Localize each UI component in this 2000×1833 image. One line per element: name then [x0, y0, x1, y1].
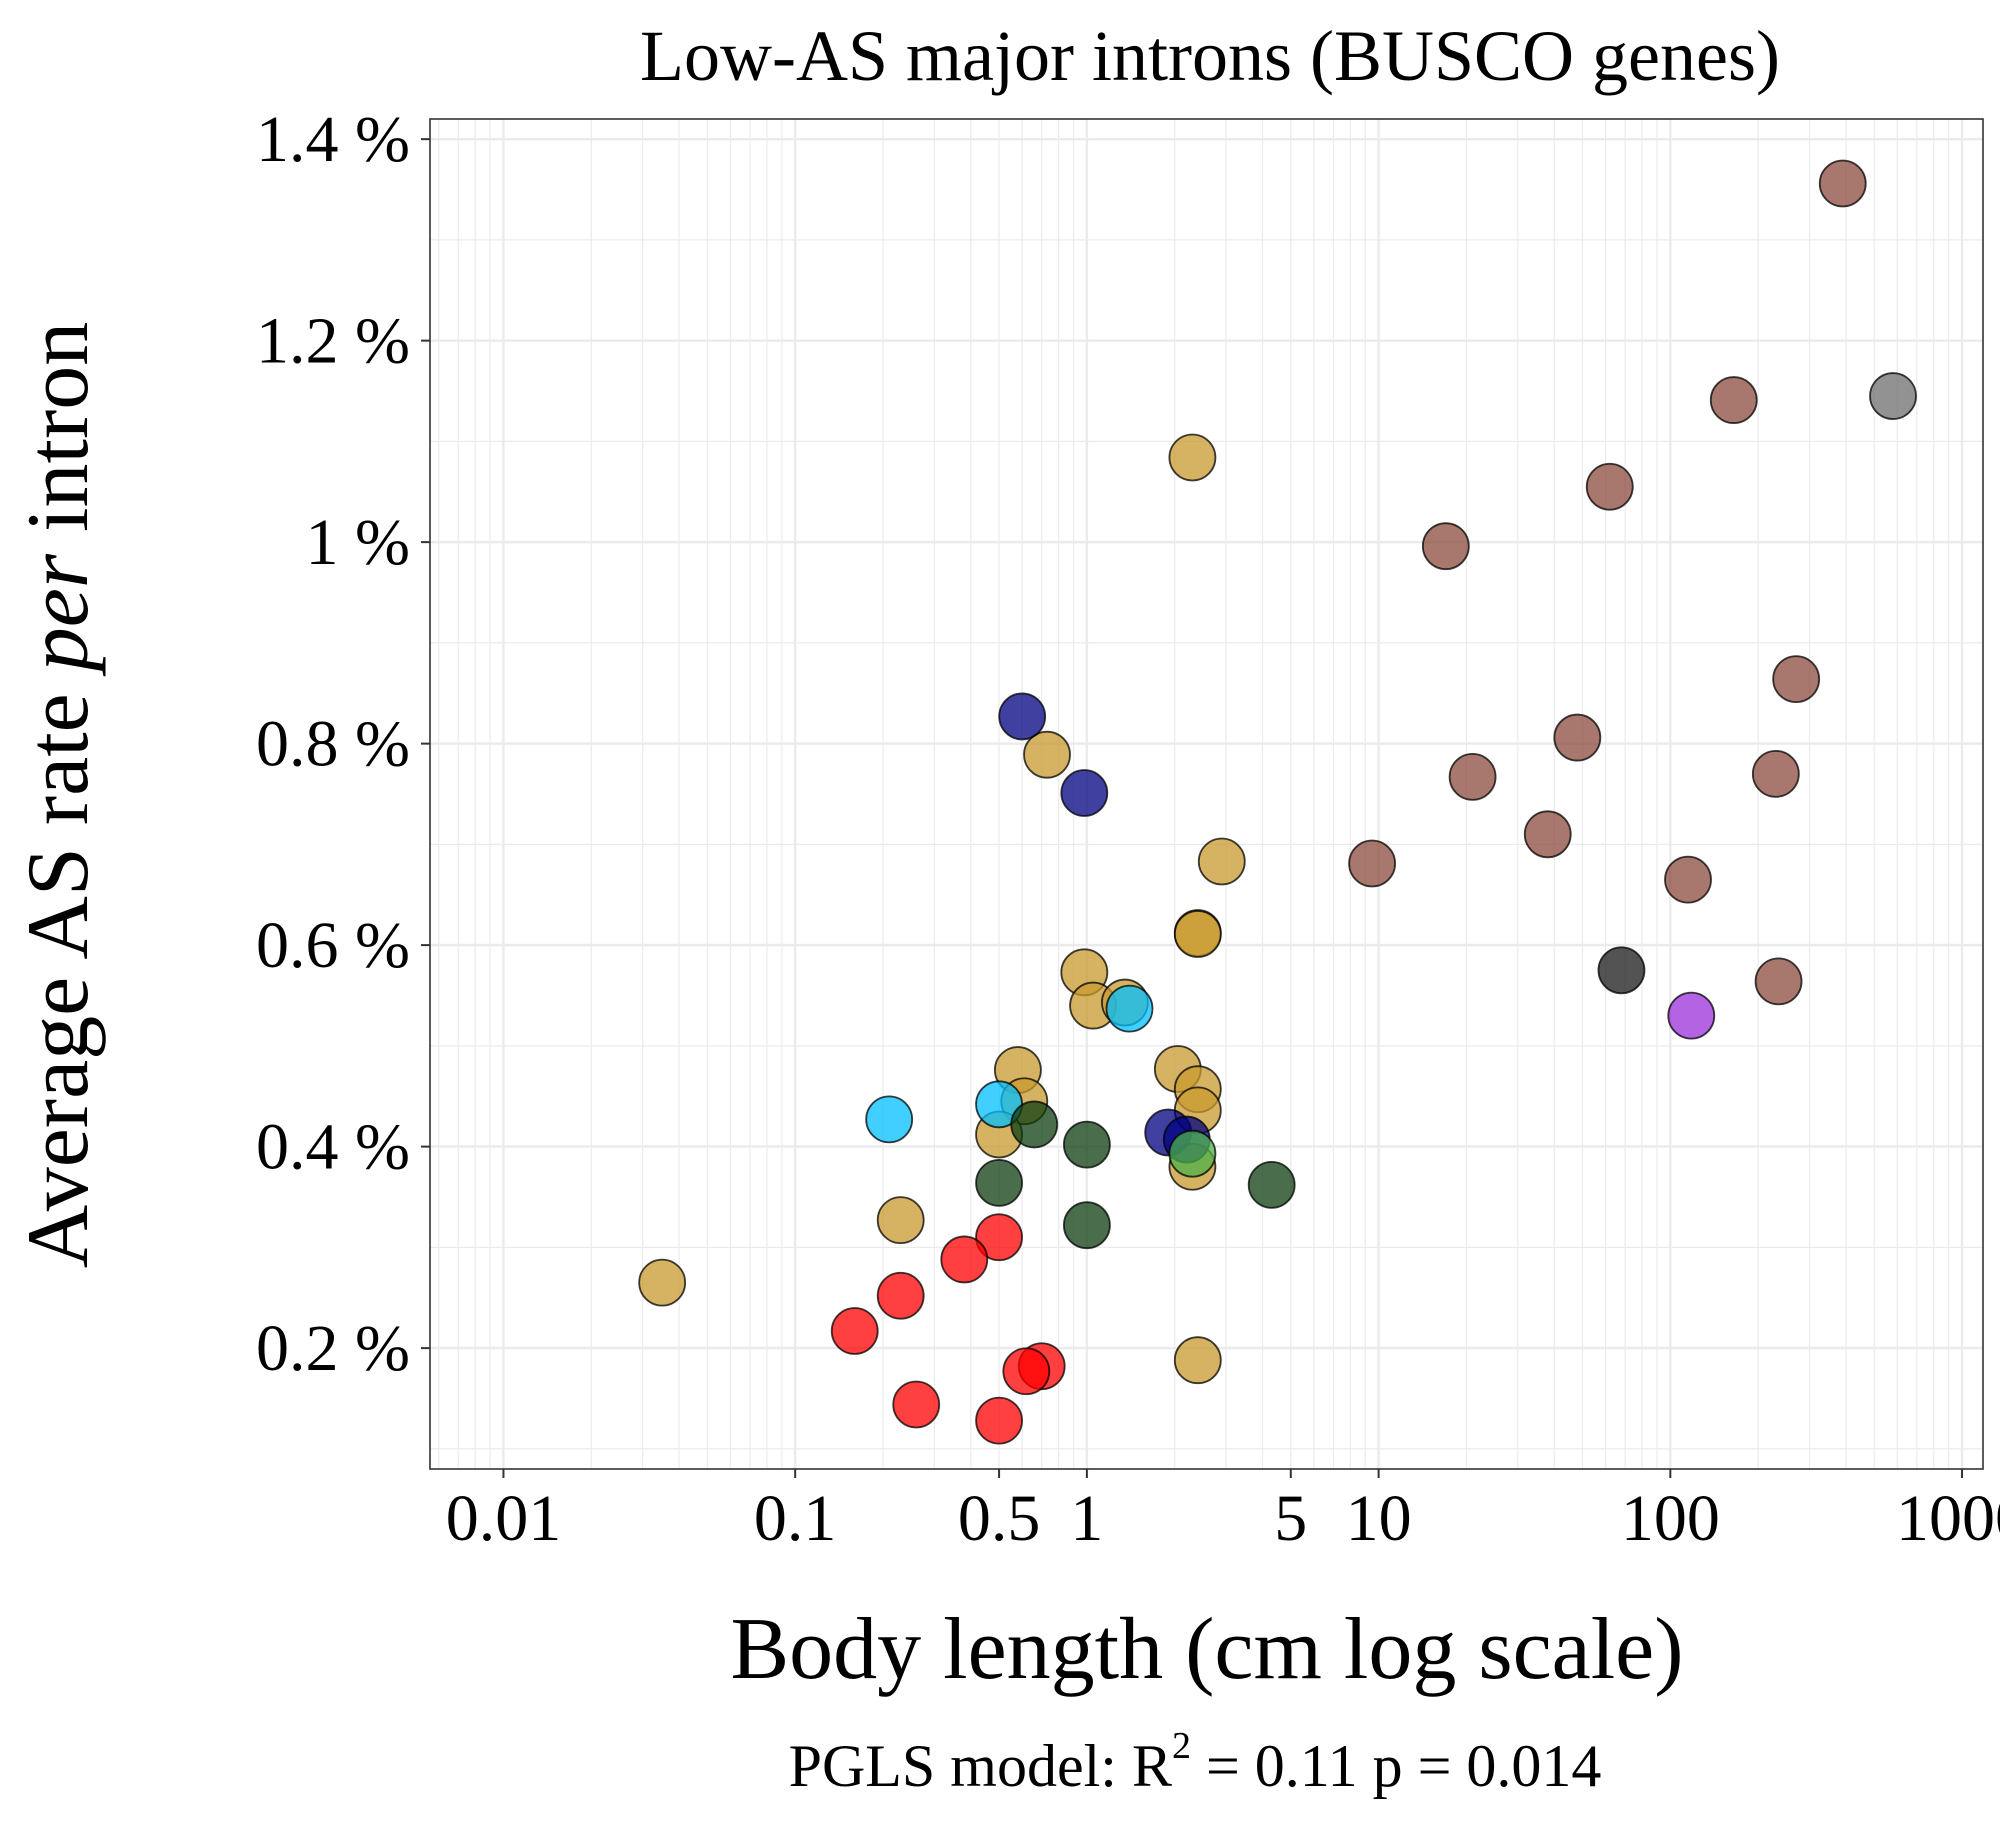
- points-layer: [638, 159, 1917, 1445]
- data-point: [1869, 372, 1917, 420]
- data-point: [1023, 730, 1071, 779]
- y-tick-label: 0.6 %: [256, 909, 410, 982]
- model-caption: PGLS model: R2 = 0.11 p = 0.014: [789, 1725, 1602, 1799]
- y-axis-title-italic: per: [10, 553, 107, 677]
- data-point: [998, 692, 1047, 741]
- x-tick-label: 1: [1070, 1482, 1103, 1555]
- data-point: [1523, 810, 1572, 859]
- data-point: [1002, 1347, 1051, 1396]
- y-tick-label: 0.4 %: [256, 1111, 410, 1184]
- data-point: [975, 1158, 1023, 1207]
- x-tick-label: 10: [1346, 1482, 1412, 1555]
- data-point: [1448, 752, 1497, 801]
- chart-title: Low-AS major introns (BUSCO genes): [640, 16, 1780, 96]
- data-point: [1597, 946, 1646, 995]
- data-point: [876, 1196, 925, 1245]
- x-tick-label: 100: [1621, 1482, 1720, 1555]
- data-point: [1168, 433, 1217, 482]
- y-tick-label: 1 %: [306, 506, 410, 579]
- grid: [430, 119, 1983, 1469]
- y-axis-ticks: 0.2 % 0.4 % 0.6 % 0.8 % 1 % 1.2 % 1.4 %: [256, 103, 430, 1385]
- y-tick-label: 0.8 %: [256, 708, 410, 781]
- data-point: [1751, 749, 1800, 798]
- data-point: [1421, 522, 1470, 571]
- data-point: [1062, 1201, 1111, 1250]
- data-point: [975, 1396, 1023, 1445]
- data-point: [1585, 462, 1634, 511]
- data-point: [1667, 991, 1716, 1040]
- data-point: [1060, 769, 1109, 817]
- data-point: [1709, 376, 1758, 424]
- data-point: [876, 1271, 925, 1320]
- y-axis-title-post: intron: [10, 322, 107, 554]
- data-point: [1173, 1336, 1222, 1385]
- y-axis-title: Average AS rate per intron: [10, 322, 107, 1269]
- y-tick-label: 1.2 %: [256, 305, 410, 378]
- data-point: [1553, 713, 1602, 762]
- y-axis-title-pre: Average AS rate: [10, 671, 107, 1268]
- x-tick-label: 0.5: [958, 1482, 1041, 1555]
- data-point: [638, 1258, 687, 1307]
- plot-border: [429, 118, 1984, 1470]
- data-point: [865, 1095, 914, 1144]
- x-axis-title: Body length (cm log scale): [730, 1601, 1683, 1698]
- data-point: [1173, 910, 1222, 958]
- data-point: [1197, 837, 1246, 886]
- data-point: [1247, 1160, 1296, 1209]
- plot-panel: [430, 119, 1983, 1469]
- data-point: [975, 1213, 1023, 1262]
- y-tick-label: 1.4 %: [256, 103, 410, 176]
- caption-superscript: 2: [1172, 1725, 1191, 1767]
- data-point: [1010, 1100, 1059, 1149]
- data-point: [1105, 984, 1154, 1033]
- x-tick-label: 0.01: [446, 1482, 562, 1555]
- data-point: [1168, 1129, 1217, 1178]
- data-point: [1772, 655, 1821, 704]
- data-point: [892, 1380, 941, 1429]
- x-tick-label: 5: [1274, 1482, 1307, 1555]
- data-point: [940, 1235, 989, 1284]
- x-tick-label: 0.1: [754, 1482, 837, 1555]
- data-point: [830, 1307, 879, 1355]
- data-point: [1062, 1120, 1111, 1169]
- data-point: [1664, 855, 1712, 904]
- data-point: [1818, 159, 1867, 208]
- caption-post: = 0.11 p = 0.014: [1191, 1733, 1601, 1799]
- y-tick-label: 0.2 %: [256, 1312, 410, 1385]
- caption-pre: PGLS model: R: [789, 1733, 1172, 1799]
- data-point: [1754, 957, 1803, 1006]
- data-point: [1348, 839, 1397, 888]
